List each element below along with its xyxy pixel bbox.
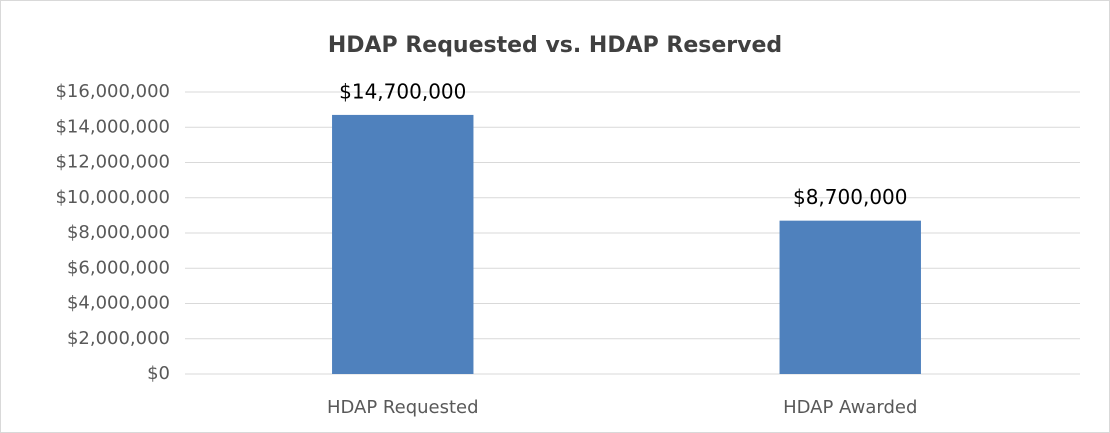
y-tick-label: $16,000,000 bbox=[55, 81, 170, 102]
chart-title: HDAP Requested vs. HDAP Reserved bbox=[328, 33, 782, 58]
value-label: $14,700,000 bbox=[339, 79, 466, 103]
x-tick-label: HDAP Requested bbox=[327, 397, 479, 418]
bar bbox=[332, 114, 474, 374]
y-tick-label: $10,000,000 bbox=[55, 187, 170, 208]
y-tick-label: $2,000,000 bbox=[67, 328, 170, 349]
y-tick-label: $4,000,000 bbox=[67, 293, 170, 314]
y-tick-label: $14,000,000 bbox=[55, 116, 170, 137]
y-tick-label: $12,000,000 bbox=[55, 152, 170, 173]
y-tick-label: $0 bbox=[147, 363, 170, 384]
y-tick-label: $6,000,000 bbox=[67, 257, 170, 278]
x-tick-label: HDAP Awarded bbox=[783, 397, 917, 418]
bar bbox=[779, 220, 921, 374]
y-tick-label: $8,000,000 bbox=[67, 222, 170, 243]
value-label: $8,700,000 bbox=[793, 185, 908, 209]
